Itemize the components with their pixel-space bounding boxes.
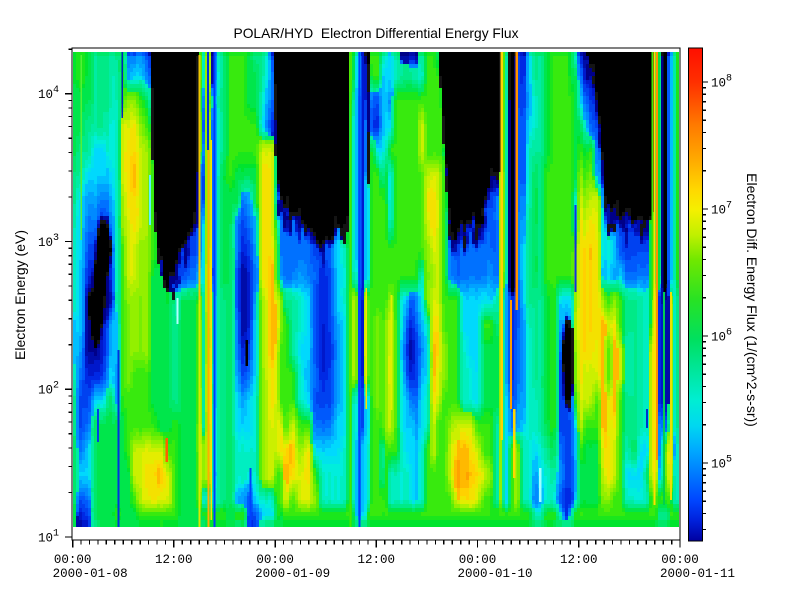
svg-text:12:00: 12:00 — [358, 553, 396, 567]
svg-text:Electron Diff. Energy Flux (1/: Electron Diff. Energy Flux (1/(cm^2-s-sr… — [744, 173, 760, 427]
svg-text:00:00: 00:00 — [54, 553, 92, 567]
svg-text:2000-01-10: 2000-01-10 — [457, 567, 532, 581]
svg-text:2000-01-08: 2000-01-08 — [53, 567, 128, 581]
svg-text:00:00: 00:00 — [661, 553, 699, 567]
svg-text:00:00: 00:00 — [256, 553, 294, 567]
svg-text:2000-01-09: 2000-01-09 — [255, 567, 330, 581]
svg-text:12:00: 12:00 — [155, 553, 193, 567]
svg-text:Electron Energy (eV): Electron Energy (eV) — [12, 230, 28, 360]
svg-text:00:00: 00:00 — [459, 553, 497, 567]
svg-text:12:00: 12:00 — [560, 553, 598, 567]
svg-text:2000-01-11: 2000-01-11 — [660, 567, 735, 581]
svg-text:POLAR/HYD Electron Differenti: POLAR/HYD Electron Differential Energy F… — [234, 26, 519, 41]
